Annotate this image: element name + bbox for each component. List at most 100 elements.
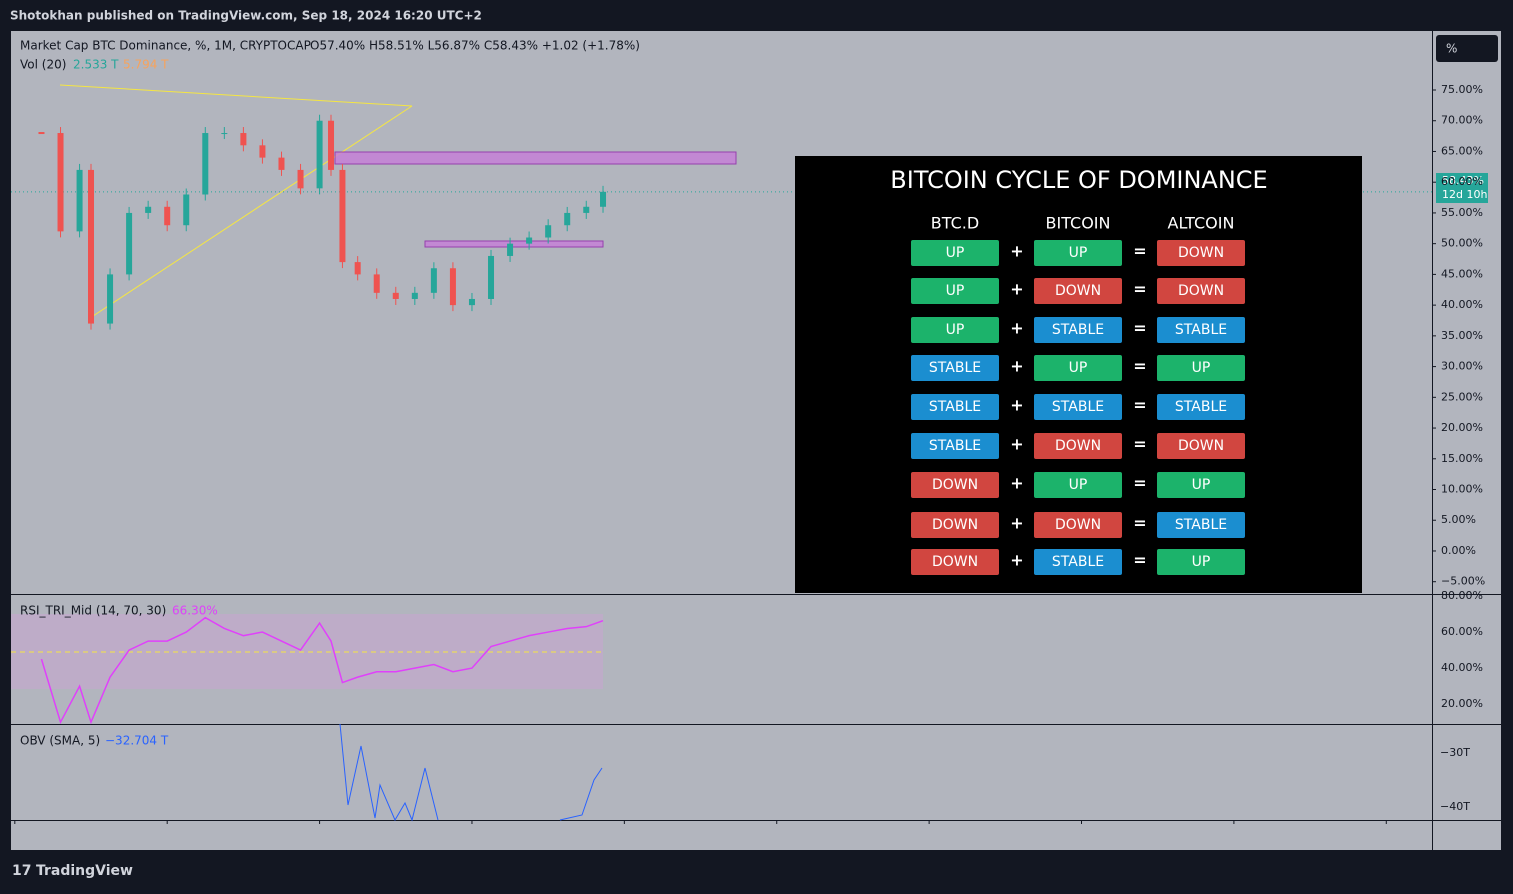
- y-tick-label: 5.00%: [1441, 513, 1476, 526]
- info-plus: +: [1010, 319, 1023, 338]
- info-header: BITCOIN: [1046, 214, 1111, 233]
- brand-logo: 17: [12, 863, 31, 879]
- candle: [468, 298, 475, 306]
- info-cell-label: DOWN: [1178, 438, 1224, 454]
- candle: [259, 145, 266, 158]
- y-tick-label: 25.00%: [1441, 390, 1483, 403]
- y-tick-label: 0.00%: [1441, 544, 1476, 557]
- info-cell-label: DOWN: [932, 554, 978, 570]
- rsi-line: [40, 616, 604, 725]
- infographic: BITCOIN CYCLE OF DOMINANCE BTC.D BITCOIN A…: [795, 156, 1362, 593]
- legend-obv-value: −32.704 T: [105, 734, 169, 748]
- y-tick-label: 70.00%: [1441, 114, 1483, 127]
- zone: [334, 151, 737, 165]
- publisher: Shotokhan published on TradingView.com, …: [10, 9, 482, 23]
- rsi-tick-label: 80.00%: [1441, 589, 1483, 602]
- info-cell: [1157, 472, 1245, 498]
- info-cell: [1157, 240, 1245, 266]
- legend-vol: Vol (20): [20, 58, 66, 72]
- candle: [76, 169, 83, 232]
- info-plus: +: [1010, 474, 1023, 493]
- candle: [545, 225, 552, 238]
- y-tick-label: 40.00%: [1441, 298, 1483, 311]
- info-cell: [1034, 433, 1122, 459]
- info-plus: +: [1010, 396, 1023, 415]
- info-cell: [1034, 355, 1122, 381]
- info-cell: [911, 433, 999, 459]
- legend-rsi: RSI_TRI_Mid (14, 70, 30): [20, 604, 166, 618]
- legend-ohlc: O57.40% H58.51% L56.87% C58.43% +1.02 (+…: [310, 39, 640, 53]
- info-equals: =: [1133, 396, 1146, 415]
- info-cell-label: DOWN: [1178, 283, 1224, 299]
- obv-tick: −30T: [1440, 746, 1470, 759]
- info-cell: [1034, 278, 1122, 304]
- info-cell-label: UP: [1069, 245, 1088, 261]
- candle: [430, 268, 437, 293]
- candle: [297, 169, 304, 189]
- info-equals: =: [1133, 357, 1146, 376]
- y-tick-label: 15.00%: [1441, 452, 1483, 465]
- info-cell-label: DOWN: [1055, 438, 1101, 454]
- info-cell: [1034, 512, 1122, 538]
- candle: [107, 274, 114, 324]
- info-plus: +: [1010, 435, 1023, 454]
- info-cell: [1034, 472, 1122, 498]
- rsi-tick-label: 40.00%: [1441, 661, 1483, 674]
- info-cell-label: UP: [1069, 477, 1088, 493]
- candle: [411, 292, 418, 299]
- price-axis: [1432, 31, 1501, 820]
- info-cell-label: UP: [1192, 477, 1211, 493]
- info-plus: +: [1010, 551, 1023, 570]
- rsi-band: [11, 614, 603, 689]
- info-cell-label: UP: [946, 283, 965, 299]
- legend-symbol: Market Cap BTC Dominance, %, 1M, CRYPTOC…: [20, 39, 311, 53]
- candle: [221, 133, 228, 135]
- rsi-tick-label: 60.00%: [1441, 625, 1483, 638]
- obv-tick: −40T: [1440, 800, 1470, 813]
- candle: [354, 262, 361, 275]
- last-price: 58.43%: [1442, 174, 1484, 187]
- legend-vol-value: 2.533 T: [73, 58, 119, 72]
- y-tick-label: 20.00%: [1441, 421, 1483, 434]
- info-cell: [1157, 317, 1245, 343]
- info-cell: [911, 549, 999, 575]
- y-tick-label: 60.00%: [1441, 175, 1483, 188]
- plot: 2017201920212023202520272029203120332035: [11, 84, 1432, 725]
- info-cell: [911, 472, 999, 498]
- info-cell: [911, 240, 999, 266]
- info-cell-label: UP: [946, 322, 965, 338]
- candle: [240, 133, 247, 146]
- info-cell: [911, 317, 999, 343]
- candle: [449, 268, 456, 306]
- rsi-tick-label: 20.00%: [1441, 697, 1483, 710]
- y-tick-label: 45.00%: [1441, 267, 1483, 280]
- candle: [278, 157, 285, 170]
- info-cell: [911, 278, 999, 304]
- y-tick-label: 50.00%: [1441, 237, 1483, 250]
- obv-line: [339, 723, 439, 822]
- y-tick-label: 65.00%: [1441, 144, 1483, 157]
- candle: [88, 169, 95, 324]
- candle: [392, 292, 399, 299]
- info-cell-label: UP: [946, 245, 965, 261]
- info-equals: =: [1133, 242, 1146, 261]
- unit-button[interactable]: [1436, 35, 1498, 62]
- candle: [583, 206, 590, 213]
- info-cell-label: STABLE: [1052, 554, 1104, 570]
- info-cell: [911, 394, 999, 420]
- candle: [339, 169, 346, 263]
- info-plus: +: [1010, 280, 1023, 299]
- info-cell-label: DOWN: [1055, 517, 1101, 533]
- candle: [202, 133, 209, 195]
- info-cell-label: STABLE: [1052, 399, 1104, 415]
- info-equals: =: [1133, 319, 1146, 338]
- info-cell-label: STABLE: [1052, 322, 1104, 338]
- info-cell-label: STABLE: [929, 438, 981, 454]
- y-tick-label: 55.00%: [1441, 206, 1483, 219]
- info-cell-label: STABLE: [1175, 322, 1227, 338]
- candle: [600, 191, 607, 207]
- info-equals: =: [1133, 474, 1146, 493]
- zone: [424, 240, 604, 248]
- info-cell-label: STABLE: [1175, 399, 1227, 415]
- candle: [126, 212, 133, 275]
